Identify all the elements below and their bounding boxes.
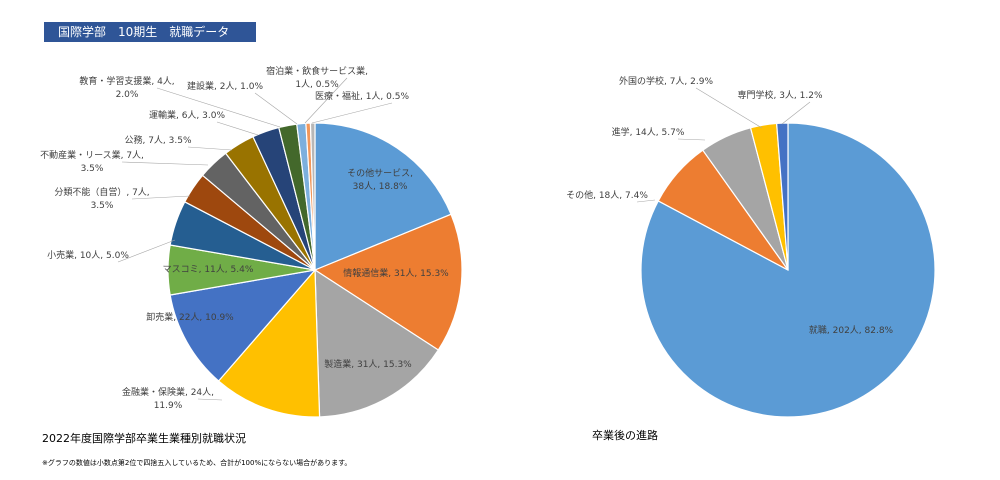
industry-leader-line [254, 92, 298, 125]
career-slice-label: 外国の学校, 7人, 2.9% [619, 75, 713, 87]
industry-leader-line [156, 87, 281, 128]
industry-slice-label: その他サービス, 38人, 18.8% [347, 167, 413, 192]
career-leader-line [677, 138, 706, 141]
industry-leader-line [304, 77, 348, 124]
industry-leader-line [121, 161, 209, 166]
industry-slice-label: 小売業, 10人, 5.0% [47, 249, 129, 261]
industry-leader-line [117, 239, 176, 263]
industry-slice-label: 建設業, 2人, 1.0% [187, 80, 263, 92]
industry-slice-label: 医療・福祉, 1人, 0.5% [315, 90, 409, 102]
career-slice-label: 就職, 202人, 82.8% [809, 324, 894, 336]
career-chart-title: 卒業後の進路 [592, 429, 658, 442]
industry-slice-label: 金融業・保険業, 24人, 11.9% [122, 386, 214, 411]
career-slice-label: 専門学校, 3人, 1.2% [737, 89, 822, 101]
industry-leader-line [131, 195, 191, 200]
career-leader-line [781, 101, 811, 125]
career-leader-line [695, 87, 763, 129]
career-leader-line [636, 199, 656, 203]
industry-chart-title: 2022年度国際学部卒業生業種別就職状況 [42, 432, 246, 445]
industry-slice [313, 213, 463, 351]
industry-leader-line [311, 102, 393, 124]
industry-slice-label: 運輸業, 6人, 3.0% [149, 109, 225, 121]
career-slice [776, 122, 789, 271]
industry-slice-label: 卸売業, 22人, 10.9% [146, 311, 234, 323]
industry-leader-line [197, 398, 223, 401]
industry-slice-label: 情報通信業, 31人, 15.3% [343, 267, 449, 279]
footnote: ※グラフの数値は小数点第2位で四捨五入しているため、合計が100%にならない場合… [42, 459, 352, 467]
industry-leader-line [216, 121, 259, 136]
industry-slice-label: 宿泊業・飲食サービス業, 1人, 0.5% [266, 65, 368, 90]
industry-slice-label: 製造業, 31人, 15.3% [324, 358, 412, 370]
career-slice-label: その他, 18人, 7.4% [566, 189, 648, 201]
industry-slice-label: 公務, 7人, 3.5% [124, 134, 191, 146]
industry-slice [314, 122, 452, 271]
industry-slice-label: 教育・学習支援業, 4人, 2.0% [79, 75, 174, 100]
industry-slice-label: 不動産業・リース業, 7人, 3.5% [40, 149, 144, 174]
industry-slice [314, 268, 440, 418]
industry-slice-label: マスコミ, 11人, 5.4% [163, 264, 254, 275]
industry-slice [217, 268, 321, 418]
industry-pie-chart: その他サービス, 38人, 18.8% 情報通信業, 31人, 15.3% 製造業, … [40, 65, 463, 418]
industry-slice-label: 分類不能（自営）, 7人, 3.5% [54, 186, 149, 211]
career-path-pie-chart: 就職, 202人, 82.8% その他, 18人, 7.4% 進学, 14人, 5.… [566, 75, 936, 418]
industry-slice [169, 269, 317, 382]
career-slice-label: 進学, 14人, 5.7% [612, 126, 685, 138]
industry-leader-line [187, 146, 233, 151]
header-title: 国際学部 10期生 就職データ [44, 22, 256, 42]
